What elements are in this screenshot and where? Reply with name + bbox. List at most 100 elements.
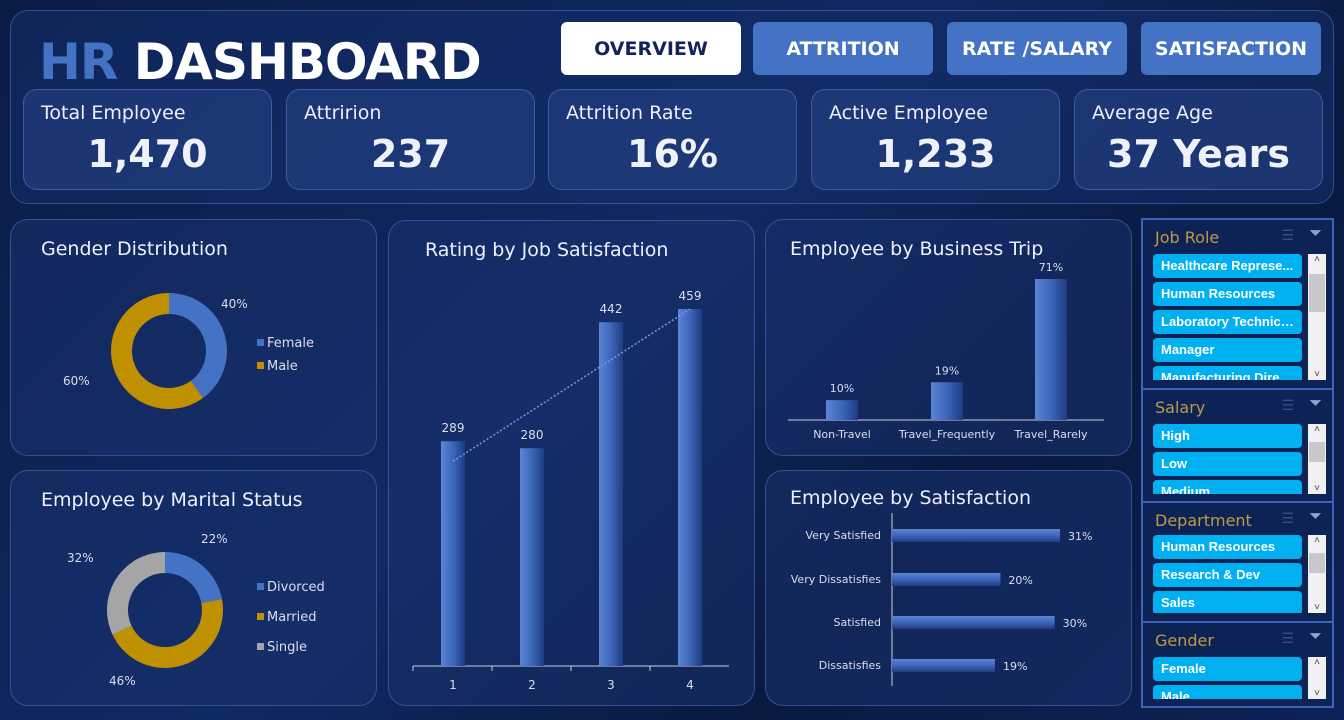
slicer-item[interactable]: Male: [1153, 685, 1302, 699]
donut-slice-divorced: [165, 552, 222, 604]
data-label: 19%: [1003, 660, 1027, 673]
marital-chart-panel: Employee by Marital Status 22% Divorced 46…: [10, 470, 377, 706]
legend-swatch: [257, 362, 264, 369]
dashboard-title: HR DASHBOARD: [39, 33, 482, 91]
x-tick-label: 4: [686, 678, 694, 692]
y-tick-label: Very Dissatisfies: [791, 573, 881, 586]
clear-filter-icon[interactable]: ⏷: [1309, 395, 1322, 412]
slicer-item[interactable]: Sales: [1153, 591, 1302, 613]
x-tick-label: 3: [607, 678, 615, 692]
data-label: 30%: [1063, 617, 1087, 630]
slicer-title: Job Role: [1155, 228, 1220, 247]
gender-chart-panel: Gender Distribution 40% Female 60% Male: [10, 219, 377, 456]
kpi-attrition-rate: Attrition Rate 16%: [548, 89, 797, 190]
bar-0: [892, 529, 1060, 542]
multi-select-icon[interactable]: ☰: [1281, 227, 1294, 243]
y-tick-label: Very Satisfied: [806, 529, 881, 542]
job-satisfaction-bar-chart: 289 1 280 2 442 3 459 4: [412, 289, 729, 692]
bar-2: [892, 616, 1055, 629]
chart-title: Employee by Business Trip: [790, 238, 1044, 260]
bar-4: [678, 309, 702, 666]
x-tick-label: Non-Travel: [813, 428, 871, 441]
legend-label: Female: [267, 336, 314, 351]
slicer-title: Department: [1155, 511, 1252, 530]
scrollbar[interactable]: ˄ ˅: [1308, 535, 1326, 613]
y-tick-label: Satisfied: [833, 616, 881, 629]
donut-slice-married: [112, 599, 224, 669]
chart-title: Rating by Job Satisfaction: [425, 239, 669, 261]
business-trip-chart-panel: Employee by Business Trip 10% Non-Travel 1…: [765, 219, 1132, 456]
job-satisfaction-chart-panel: Rating by Job Satisfaction 289 1 280 2 442 3 4…: [388, 220, 755, 706]
legend-swatch: [257, 613, 264, 620]
marital-donut-chart: 22% Divorced 46% Married 32% Single: [67, 532, 325, 688]
data-label: 31%: [1068, 530, 1092, 543]
slicer-item[interactable]: High: [1153, 424, 1302, 448]
bar-non-travel: [826, 400, 858, 420]
slicer-list: Human Resources Research & Dev Sales: [1153, 535, 1302, 613]
bar-1: [441, 441, 465, 666]
x-tick-label: Travel_Rarely: [1014, 428, 1088, 441]
bar-3: [892, 659, 995, 672]
donut-slice-male: [110, 293, 204, 409]
kpi-average-age: Average Age 37 Years: [1074, 89, 1323, 190]
scrollbar[interactable]: ˄ ˅: [1308, 424, 1326, 494]
slicer-item[interactable]: Laboratory Technici...: [1153, 310, 1302, 334]
clear-filter-icon[interactable]: ⏷: [1309, 508, 1322, 525]
legend-label: Divorced: [267, 580, 325, 595]
multi-select-icon[interactable]: ☰: [1281, 630, 1294, 646]
clear-filter-icon[interactable]: ⏷: [1309, 225, 1322, 242]
data-label: 32%: [67, 551, 94, 565]
slicer-item[interactable]: Research & Dev: [1153, 563, 1302, 587]
donut-slice-female: [169, 293, 227, 398]
tab-attrition[interactable]: ATTRITION: [753, 22, 933, 75]
multi-select-icon[interactable]: ☰: [1281, 510, 1294, 526]
multi-select-icon[interactable]: ☰: [1281, 397, 1294, 413]
kpi-value: 37 Years: [1107, 132, 1290, 176]
kpi-label: Attrition Rate: [566, 102, 693, 124]
kpi-attrition: Attririon 237: [286, 89, 535, 190]
data-label: 442: [600, 302, 623, 316]
bar-travel_rarely: [1035, 279, 1067, 420]
scrollbar[interactable]: ˄ ˅: [1308, 657, 1326, 699]
satisfaction-bar-chart: 31% Very Satisfied 20% Very Dissatisfies 30%…: [791, 513, 1092, 686]
kpi-label: Average Age: [1092, 102, 1213, 124]
kpi-value: 16%: [627, 132, 718, 176]
tab-rate-salary[interactable]: RATE /SALARY: [947, 22, 1127, 75]
slicer-list: Female Male: [1153, 657, 1302, 699]
kpi-total-employee: Total Employee 1,470: [23, 89, 272, 190]
data-label: 22%: [201, 532, 228, 546]
x-tick-label: 2: [528, 678, 536, 692]
slicer-list: Healthcare Represe... Human Resources Labo…: [1153, 254, 1302, 380]
slicer-item[interactable]: Healthcare Represe...: [1153, 254, 1302, 278]
scrollbar[interactable]: ˄ ˅: [1308, 254, 1326, 380]
legend-swatch: [257, 339, 264, 346]
kpi-active-employee: Active Employee 1,233: [811, 89, 1060, 190]
y-tick-label: Dissatisfies: [819, 659, 882, 672]
data-label: 459: [679, 289, 702, 303]
slicer-job-role: Job Role ☰ ⏷ Healthcare Represe... Human R…: [1143, 220, 1332, 390]
donut-slice-single: [106, 552, 165, 635]
slicer-item[interactable]: Human Resources: [1153, 535, 1302, 559]
legend-label: Married: [267, 610, 317, 625]
data-label: 71%: [1039, 261, 1063, 274]
business-trip-bar-chart: 10% Non-Travel 19% Travel_Frequently 71% Trav…: [788, 261, 1104, 441]
slicer-item[interactable]: Human Resources: [1153, 282, 1302, 306]
clear-filter-icon[interactable]: ⏷: [1309, 628, 1322, 645]
tab-satisfaction[interactable]: SATISFACTION: [1141, 22, 1321, 75]
kpi-label: Total Employee: [41, 102, 186, 124]
slicer-item[interactable]: Female: [1153, 657, 1302, 681]
slicer-title: Salary: [1155, 398, 1206, 417]
gender-donut-chart: 40% Female 60% Male: [63, 293, 314, 409]
data-label: 20%: [1008, 574, 1032, 587]
slicer-item[interactable]: Low: [1153, 452, 1302, 476]
slicer-item[interactable]: Manufacturing Dire...: [1153, 366, 1302, 380]
slicer-item[interactable]: Medium: [1153, 480, 1302, 494]
data-label: 60%: [63, 374, 90, 388]
kpi-value: 1,233: [875, 132, 996, 176]
data-label: 289: [442, 421, 465, 435]
tab-overview[interactable]: OVERVIEW: [561, 22, 741, 75]
slicer-item[interactable]: Manager: [1153, 338, 1302, 362]
legend-label: Male: [267, 359, 298, 374]
slicer-department: Department ☰ ⏷ Human Resources Research & …: [1143, 503, 1332, 623]
x-tick-label: Travel_Frequently: [898, 428, 996, 441]
